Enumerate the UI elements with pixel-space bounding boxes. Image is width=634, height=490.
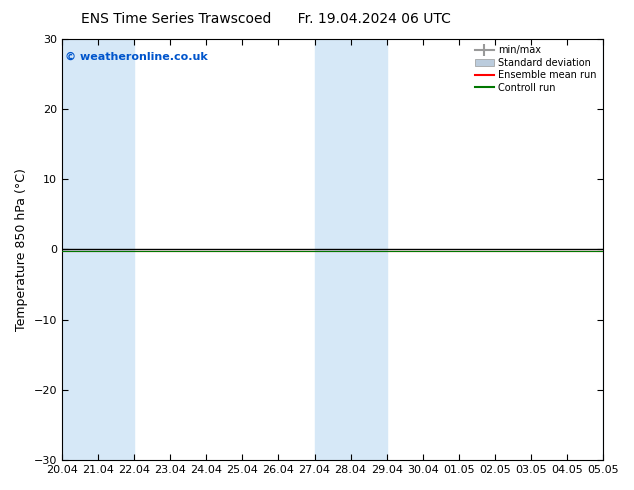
Bar [314,39,387,460]
Text: © weatheronline.co.uk: © weatheronline.co.uk [65,51,207,61]
Text: ENS Time Series Trawscoed      Fr. 19.04.2024 06 UTC: ENS Time Series Trawscoed Fr. 19.04.2024… [81,12,451,26]
Legend: min/max, Standard deviation, Ensemble mean run, Controll run: min/max, Standard deviation, Ensemble me… [472,44,598,95]
Bar [603,39,634,460]
Bar [62,39,134,460]
Y-axis label: Temperature 850 hPa (°C): Temperature 850 hPa (°C) [15,168,28,331]
